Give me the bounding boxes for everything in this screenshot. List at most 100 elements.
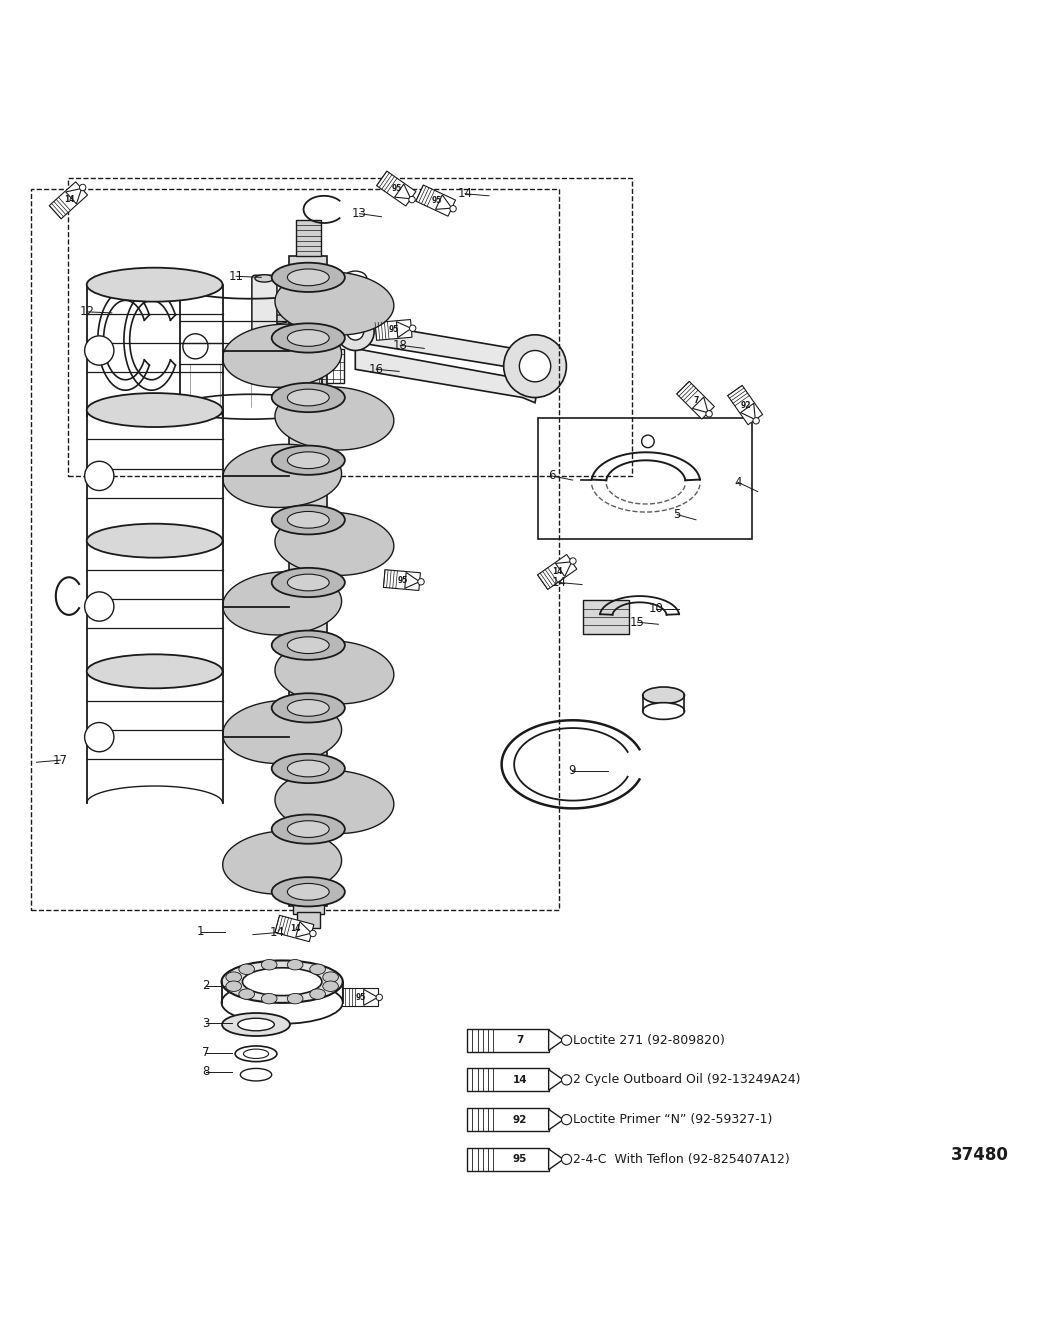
Circle shape [183, 333, 208, 359]
FancyBboxPatch shape [384, 570, 420, 591]
FancyBboxPatch shape [49, 182, 88, 219]
Text: 2 Cycle Outboard Oil (92-13249A24): 2 Cycle Outboard Oil (92-13249A24) [573, 1073, 800, 1086]
Polygon shape [693, 397, 709, 413]
Ellipse shape [226, 972, 241, 983]
Ellipse shape [272, 568, 345, 598]
Circle shape [504, 335, 566, 397]
Polygon shape [275, 513, 394, 575]
Ellipse shape [180, 394, 322, 420]
Ellipse shape [239, 964, 255, 975]
Ellipse shape [222, 1013, 289, 1036]
Circle shape [753, 417, 760, 424]
Polygon shape [364, 989, 378, 1005]
FancyBboxPatch shape [289, 256, 327, 907]
Text: 12: 12 [79, 305, 94, 319]
FancyBboxPatch shape [416, 185, 456, 216]
Text: 7: 7 [516, 1036, 524, 1045]
Ellipse shape [287, 452, 329, 469]
FancyBboxPatch shape [537, 555, 577, 590]
Ellipse shape [344, 271, 367, 286]
Ellipse shape [237, 1019, 274, 1031]
Polygon shape [275, 272, 394, 335]
Text: 4: 4 [734, 475, 742, 489]
FancyBboxPatch shape [297, 912, 320, 928]
Ellipse shape [272, 754, 345, 784]
Text: 7: 7 [202, 1046, 210, 1060]
Text: 13: 13 [352, 207, 367, 220]
Ellipse shape [323, 972, 339, 983]
Ellipse shape [272, 263, 345, 292]
Polygon shape [395, 185, 411, 199]
FancyBboxPatch shape [343, 988, 378, 1007]
Polygon shape [549, 1109, 563, 1130]
Text: 6: 6 [548, 469, 556, 482]
Circle shape [79, 185, 86, 191]
Circle shape [309, 931, 317, 936]
Text: 14: 14 [64, 195, 74, 205]
Text: 95: 95 [392, 185, 402, 194]
Ellipse shape [309, 964, 325, 975]
Circle shape [561, 1035, 572, 1045]
Text: 16: 16 [369, 363, 384, 376]
Text: 95: 95 [513, 1154, 528, 1165]
Ellipse shape [287, 637, 329, 653]
Ellipse shape [287, 700, 329, 716]
FancyBboxPatch shape [252, 275, 277, 355]
FancyBboxPatch shape [315, 349, 344, 382]
Text: 14: 14 [552, 576, 566, 590]
Ellipse shape [323, 981, 339, 992]
Ellipse shape [350, 275, 361, 282]
Text: 8: 8 [202, 1065, 210, 1078]
Ellipse shape [261, 993, 277, 1004]
FancyBboxPatch shape [583, 600, 629, 633]
Ellipse shape [287, 511, 329, 529]
Ellipse shape [272, 323, 345, 353]
FancyBboxPatch shape [467, 1108, 549, 1131]
Text: 18: 18 [393, 339, 408, 352]
Text: 5: 5 [673, 509, 681, 521]
Ellipse shape [287, 574, 329, 591]
Polygon shape [223, 324, 342, 388]
Text: 17: 17 [53, 754, 68, 766]
Circle shape [85, 722, 114, 752]
Circle shape [410, 325, 416, 332]
Text: 37480: 37480 [951, 1146, 1008, 1163]
Polygon shape [223, 445, 342, 507]
FancyBboxPatch shape [727, 385, 763, 425]
Text: 95: 95 [355, 993, 366, 1001]
Text: 95: 95 [389, 325, 399, 335]
Polygon shape [275, 641, 394, 704]
Text: 9: 9 [567, 764, 576, 777]
Ellipse shape [287, 883, 329, 900]
Text: 14: 14 [553, 567, 563, 576]
Polygon shape [66, 189, 82, 205]
Polygon shape [223, 572, 342, 635]
Polygon shape [404, 572, 420, 588]
Ellipse shape [255, 275, 274, 282]
Text: 95: 95 [397, 575, 408, 584]
Circle shape [642, 436, 654, 448]
Polygon shape [223, 700, 342, 764]
Polygon shape [355, 321, 538, 373]
Ellipse shape [243, 1049, 269, 1058]
Circle shape [449, 206, 457, 212]
Circle shape [409, 197, 415, 203]
Ellipse shape [272, 505, 345, 534]
FancyBboxPatch shape [467, 1147, 549, 1171]
Text: 2: 2 [202, 979, 210, 992]
Text: 11: 11 [229, 270, 243, 283]
Polygon shape [549, 1029, 563, 1050]
Circle shape [376, 995, 382, 1000]
Ellipse shape [287, 329, 329, 347]
Text: 1: 1 [196, 926, 205, 938]
Polygon shape [223, 831, 342, 894]
Text: 92: 92 [740, 401, 750, 410]
Ellipse shape [222, 960, 343, 1003]
Circle shape [561, 1074, 572, 1085]
Circle shape [347, 323, 364, 340]
Ellipse shape [287, 760, 329, 777]
Ellipse shape [287, 270, 329, 286]
Text: 15: 15 [630, 616, 645, 628]
Text: 14: 14 [458, 187, 472, 201]
Ellipse shape [272, 693, 345, 722]
